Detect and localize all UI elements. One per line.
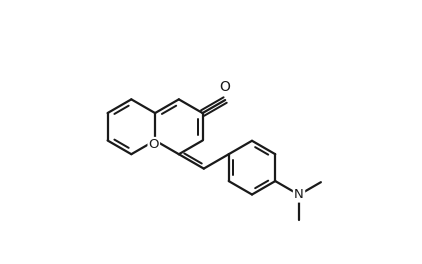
Text: N: N [294,188,304,201]
Text: O: O [149,138,159,151]
Text: O: O [220,80,230,94]
